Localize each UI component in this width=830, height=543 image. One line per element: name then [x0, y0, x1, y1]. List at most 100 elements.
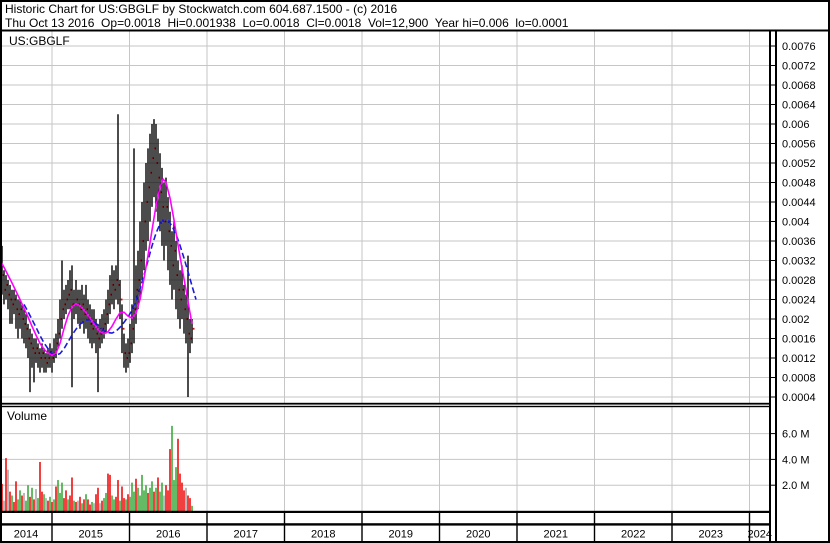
price-bar [135, 265, 137, 324]
price-bar [7, 280, 9, 310]
price-bar [127, 338, 129, 368]
price-axis-label: 0.0008 [782, 373, 816, 385]
close-tick [192, 327, 195, 330]
volume-bar [43, 494, 45, 511]
volume-bar [67, 499, 69, 511]
price-bar [49, 343, 51, 368]
price-bar [43, 348, 45, 373]
volume-bar [129, 496, 131, 511]
price-bar [165, 177, 167, 246]
volume-bar [183, 490, 185, 511]
price-bar [3, 270, 5, 305]
volume-bar [189, 498, 191, 511]
price-bar [31, 333, 33, 368]
price-bar [89, 304, 91, 344]
volume-bar [141, 474, 143, 511]
volume-bar [47, 500, 49, 511]
volume-bar [75, 501, 77, 511]
volume-bar [59, 492, 61, 511]
volume-axis-label: 2.0 M [782, 480, 810, 492]
year-axis-label: 2014 [14, 529, 38, 541]
price-axis-label: 0.0016 [782, 334, 816, 346]
volume-bar [65, 490, 67, 511]
volume-bar [57, 480, 59, 511]
volume-axis-label: 4.0 M [782, 454, 810, 466]
volume-bar [89, 504, 91, 511]
price-axis-label: 0.0064 [782, 100, 816, 112]
price-bar [103, 309, 105, 339]
volume-bar [101, 500, 103, 511]
price-bar [53, 338, 55, 363]
price-bar [51, 348, 53, 373]
price-axis-label: 0.0044 [782, 197, 816, 209]
price-bar [21, 304, 23, 339]
price-bar [97, 323, 99, 393]
price-axis-labels: 0.0076 0.0072 0.0068 0.0064 0.006 0.0056 0.005… [782, 41, 816, 404]
grid-lines [2, 31, 770, 511]
price-bar [95, 319, 97, 354]
price-bar [91, 309, 93, 349]
volume-bar [29, 496, 31, 511]
year-axis-label: 2022 [621, 529, 645, 541]
price-bar [121, 304, 123, 354]
volume-axis-label: 6.0 M [782, 429, 810, 441]
price-bar [181, 265, 183, 319]
price-bar [9, 284, 11, 324]
volume-bar [41, 491, 43, 511]
price-axis-label: 0.004 [782, 217, 810, 229]
volume-bar [181, 482, 183, 511]
price-bar [99, 319, 101, 349]
price-bar [133, 148, 135, 344]
volume-bar [49, 496, 51, 511]
price-bar [157, 138, 159, 222]
price-bar [151, 124, 153, 207]
volume-bar [37, 498, 39, 511]
price-bar [39, 348, 41, 373]
price-bar [93, 309, 95, 344]
ma-fast-line [0, 177, 193, 356]
price-axis-label: 0.0036 [782, 236, 816, 248]
volume-bar [53, 499, 55, 511]
price-bar [65, 284, 67, 315]
volume-bar [25, 500, 27, 511]
price-bar [169, 211, 171, 285]
price-axis-label: 0.0068 [782, 80, 816, 92]
year-axis-label: 2015 [79, 529, 103, 541]
price-bar [63, 289, 65, 319]
volume-bar [87, 499, 89, 511]
price-bar [125, 343, 127, 373]
volume-bar [133, 491, 135, 511]
price-bar [177, 260, 179, 319]
volume-bar [155, 487, 157, 511]
volume-bar [95, 494, 97, 511]
price-bar [77, 289, 79, 324]
volume-bar [103, 498, 105, 511]
volume-bar [175, 467, 177, 511]
close-tick [120, 298, 123, 301]
volume-bar [77, 500, 79, 511]
price-axis-label: 0.0076 [782, 41, 816, 53]
volume-bar [157, 477, 159, 511]
volume-bar [83, 499, 85, 511]
volume-bar [169, 449, 171, 511]
volume-bar [159, 491, 161, 511]
year-axis-label: 2023 [699, 529, 723, 541]
volume-bar [131, 482, 133, 511]
price-bar [161, 167, 163, 246]
price-bar [13, 289, 15, 315]
volume-bar [135, 478, 137, 511]
volume-bar [143, 490, 145, 511]
price-bar [191, 319, 193, 344]
volume-bar [11, 495, 13, 511]
volume-bar [151, 481, 153, 511]
volume-bar [33, 499, 35, 511]
volume-bar [69, 495, 71, 511]
volume-bar [15, 481, 17, 511]
volume-bar [27, 485, 29, 511]
price-bar [153, 119, 155, 198]
price-bar [115, 265, 117, 300]
price-bar [27, 323, 29, 358]
volume-bar [13, 501, 15, 511]
volume-bar [35, 489, 37, 511]
